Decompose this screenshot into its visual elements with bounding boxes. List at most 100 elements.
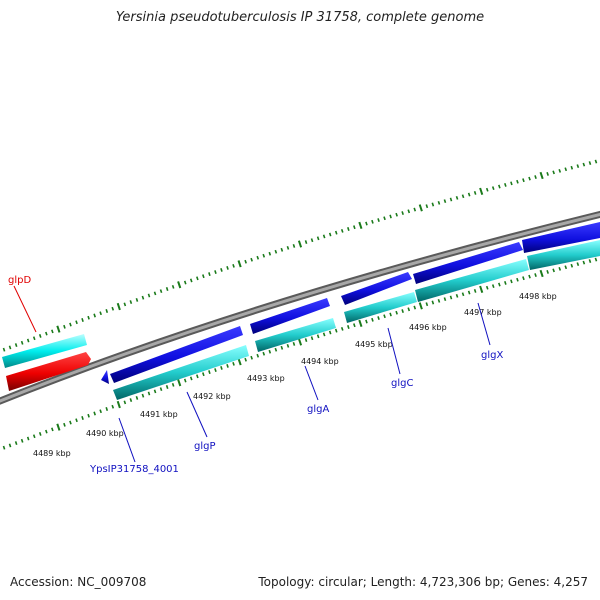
major-tick	[56, 423, 61, 431]
gene-labels: glpD YpsIP31758_4001 glgP glgA glgC glgX	[8, 275, 503, 475]
minor-tick	[232, 263, 235, 268]
major-tick	[479, 285, 484, 294]
minor-tick	[498, 282, 501, 287]
minor-tick	[455, 293, 459, 298]
minor-tick	[564, 265, 568, 270]
cds-glgp	[110, 326, 243, 383]
major-tick	[116, 302, 121, 311]
minor-tick	[491, 186, 495, 191]
minor-tick	[564, 167, 568, 172]
gene-label-glpd: glpD	[8, 275, 31, 286]
minor-tick	[153, 291, 157, 296]
minor-tick	[20, 340, 24, 345]
minor-tick	[443, 199, 447, 204]
minor-tick	[20, 438, 24, 443]
minor-tick	[32, 434, 36, 439]
minor-tick	[226, 265, 229, 270]
minor-tick	[38, 432, 42, 436]
minor-tick	[165, 385, 169, 389]
minor-tick	[220, 366, 223, 370]
minor-tick	[389, 312, 392, 317]
minor-tick	[81, 416, 84, 420]
gene-label-glga: glgA	[307, 404, 329, 415]
tick-label: 4498 kbp	[519, 292, 557, 301]
minor-tick	[304, 240, 308, 245]
minor-tick	[365, 319, 368, 324]
minor-tick	[413, 305, 417, 310]
gene-label-glgx: glgX	[481, 350, 503, 361]
minor-tick	[87, 315, 90, 320]
leader-glgc	[387, 327, 401, 375]
minor-tick	[576, 262, 580, 267]
minor-tick	[45, 429, 48, 434]
minor-tick	[594, 159, 598, 164]
minor-tick	[401, 309, 404, 313]
minor-tick	[26, 436, 30, 441]
minor-tick	[135, 297, 139, 302]
minor-tick	[371, 219, 374, 224]
forward-strand-features	[113, 240, 600, 400]
tick-label: 4496 kbp	[409, 323, 447, 332]
major-tick	[539, 269, 544, 278]
minor-tick	[528, 176, 531, 181]
minor-tick	[552, 170, 555, 175]
minor-tick	[377, 316, 380, 320]
minor-tick	[316, 334, 320, 339]
minor-tick	[473, 289, 477, 293]
minor-tick	[449, 295, 453, 300]
minor-tick	[582, 162, 586, 167]
minor-tick	[105, 309, 109, 313]
minor-tick	[111, 404, 115, 409]
minor-tick	[485, 187, 489, 192]
minor-tick	[51, 427, 54, 432]
minor-tick	[129, 300, 133, 305]
minor-tick	[274, 249, 278, 254]
minor-tick	[395, 310, 398, 315]
minor-tick	[383, 314, 386, 319]
minor-tick	[322, 332, 326, 337]
minor-tick	[196, 374, 199, 379]
minor-tick	[99, 311, 102, 316]
minor-tick	[8, 345, 12, 350]
major-tick	[56, 325, 61, 333]
tick-label: 4489 kbp	[33, 449, 71, 458]
genome-stats: Topology: circular; Length: 4,723,306 bp…	[258, 575, 588, 589]
minor-tick	[189, 376, 193, 381]
minor-tick	[69, 322, 72, 327]
minor-tick	[63, 324, 66, 329]
feature-glgp	[113, 345, 249, 400]
minor-tick	[383, 216, 386, 221]
minor-tick	[262, 351, 266, 356]
minor-tick	[292, 342, 296, 346]
minor-tick	[153, 389, 157, 394]
minor-tick	[111, 306, 115, 311]
gene-leader-lines	[13, 285, 491, 463]
cds-glpd	[6, 352, 91, 391]
minor-tick	[522, 276, 525, 281]
minor-tick	[171, 382, 175, 387]
minor-tick	[135, 395, 139, 400]
minor-tick	[473, 191, 477, 195]
inner-tick-track	[0, 254, 600, 453]
forward-strand-cds	[101, 222, 600, 384]
tick-label: 4497 kbp	[464, 308, 502, 317]
minor-tick	[425, 204, 429, 209]
minor-tick	[208, 370, 211, 375]
minor-tick	[431, 300, 435, 305]
minor-tick	[588, 259, 592, 264]
minor-tick	[2, 445, 6, 450]
minor-tick	[81, 318, 84, 322]
minor-tick	[491, 284, 495, 289]
minor-tick	[123, 302, 127, 307]
minor-tick	[189, 278, 193, 283]
minor-tick	[425, 302, 429, 307]
minor-tick	[280, 345, 284, 350]
minor-tick	[244, 357, 247, 362]
reverse-strand-glpd	[2, 334, 91, 391]
minor-tick	[461, 292, 465, 297]
minor-tick	[528, 274, 531, 279]
minor-tick	[214, 270, 217, 274]
minor-tick	[588, 161, 592, 166]
minor-tick	[310, 238, 314, 243]
